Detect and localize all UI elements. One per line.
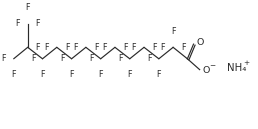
Text: F: F: [35, 19, 40, 28]
Text: F: F: [15, 19, 20, 28]
Text: F: F: [123, 43, 128, 52]
Text: F: F: [73, 43, 78, 52]
Text: F: F: [2, 54, 6, 63]
Text: F: F: [89, 54, 93, 63]
Text: F: F: [118, 54, 123, 63]
Text: F: F: [69, 70, 74, 79]
Text: F: F: [98, 70, 103, 79]
Text: F: F: [26, 3, 30, 12]
Text: F: F: [147, 54, 152, 63]
Text: F: F: [31, 54, 35, 63]
Text: F: F: [127, 70, 132, 79]
Text: O: O: [203, 66, 210, 75]
Text: F: F: [40, 70, 45, 79]
Text: F: F: [102, 43, 107, 52]
Text: −: −: [209, 63, 216, 69]
Text: F: F: [60, 54, 64, 63]
Text: O: O: [197, 38, 204, 47]
Text: F: F: [160, 43, 165, 52]
Text: NH₄: NH₄: [227, 63, 246, 73]
Text: F: F: [131, 43, 136, 52]
Text: F: F: [181, 43, 186, 52]
Text: F: F: [94, 43, 99, 52]
Text: F: F: [35, 43, 40, 52]
Text: F: F: [152, 43, 157, 52]
Text: +: +: [243, 60, 249, 66]
Text: F: F: [171, 27, 175, 36]
Text: F: F: [65, 43, 69, 52]
Text: F: F: [11, 70, 16, 79]
Text: F: F: [44, 43, 49, 52]
Text: F: F: [157, 70, 161, 79]
